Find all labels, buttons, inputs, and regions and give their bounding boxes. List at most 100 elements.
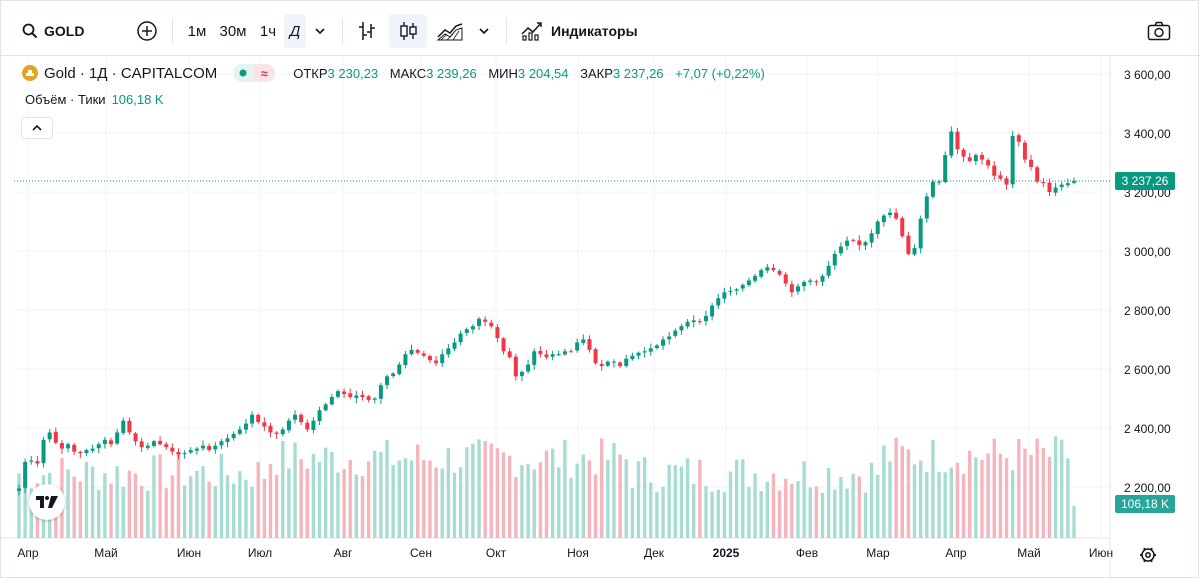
candle-body — [900, 218, 905, 237]
volume-bar — [796, 481, 800, 538]
candle-body — [354, 395, 359, 398]
volume-bar — [323, 447, 328, 538]
candle-body — [771, 267, 776, 271]
volume-bar — [1004, 458, 1009, 538]
volume-bar — [998, 453, 1003, 538]
top-toolbar: GOLD 1м 30м 1ч Д Индикаторы — [0, 0, 1200, 56]
chevron-down-icon — [479, 28, 489, 35]
candle-body — [501, 338, 506, 352]
candle-body — [78, 451, 83, 454]
volume-bar — [876, 474, 880, 538]
candle-body — [581, 339, 586, 343]
volume-bar — [90, 466, 95, 538]
candle-body — [526, 364, 531, 372]
candle-body — [23, 461, 28, 488]
volume-bar — [759, 490, 763, 538]
chevron-down-icon — [315, 28, 325, 35]
candle-body — [35, 461, 40, 464]
interval-dropdown-button[interactable] — [308, 14, 332, 48]
volume-bar — [532, 469, 536, 538]
volume-bar — [569, 477, 573, 538]
volume-bar — [575, 463, 579, 538]
tradingview-logo[interactable] — [29, 484, 65, 520]
volume-bar — [667, 464, 671, 538]
volume-bar — [642, 457, 647, 538]
volume-value-label: 106,18 K — [1121, 497, 1169, 511]
search-icon — [22, 23, 38, 39]
volume-bar — [784, 478, 788, 538]
interval-1m-button[interactable]: 1м — [182, 14, 212, 48]
volume-bar — [526, 463, 530, 538]
candle-body — [863, 242, 868, 246]
collapse-legend-button[interactable] — [21, 117, 53, 139]
candle-style-button[interactable] — [389, 14, 427, 48]
candle-body — [458, 333, 463, 343]
volume-bar — [1010, 470, 1015, 538]
candle-body — [470, 326, 475, 330]
candle-body — [366, 396, 371, 400]
candle-body — [918, 218, 923, 249]
compare-symbol-button[interactable] — [133, 14, 161, 48]
chart-style-dropdown-button[interactable] — [472, 14, 496, 48]
volume-bar — [820, 492, 825, 538]
volume-bar — [630, 487, 635, 538]
volume-bar — [704, 486, 708, 538]
gear-icon[interactable] — [1140, 547, 1156, 563]
candle-body — [716, 298, 721, 306]
candle-body — [1022, 142, 1027, 160]
candle-body — [599, 363, 604, 367]
gold-symbol-icon — [22, 65, 38, 81]
volume-bar — [943, 472, 947, 538]
interval-label: 30м — [219, 22, 247, 40]
bar-style-button[interactable] — [352, 14, 382, 48]
volume-bar — [894, 437, 898, 538]
volume-bar — [446, 448, 451, 538]
candle-body — [151, 441, 156, 446]
volume-bar — [409, 460, 414, 538]
volume-bar — [434, 467, 438, 538]
candle-body — [930, 181, 935, 197]
interval-30m-button[interactable]: 30м — [214, 14, 252, 48]
candle-body — [1029, 159, 1034, 167]
candle-body — [1035, 167, 1040, 182]
candle-body — [667, 336, 672, 340]
symbol-search-button[interactable]: GOLD — [22, 14, 102, 48]
volume-bar — [403, 458, 408, 538]
indicators-button[interactable]: Индикаторы — [516, 14, 646, 48]
volume-bar — [109, 483, 113, 538]
candle-body — [115, 432, 120, 444]
interval-1h-button[interactable]: 1ч — [254, 14, 282, 48]
volume-bar — [281, 440, 285, 538]
volume-bar — [23, 470, 27, 538]
candle-body — [1004, 178, 1009, 185]
candle-body — [894, 212, 899, 219]
candle-body — [385, 376, 390, 386]
volume-bar — [1017, 439, 1021, 538]
volume-bar — [428, 460, 432, 538]
candle-body — [1065, 183, 1070, 186]
volume-bar — [888, 461, 892, 538]
toolbar-divider — [342, 18, 343, 44]
candle-body — [519, 371, 524, 376]
market-status-pill[interactable]: ≈ — [233, 64, 276, 82]
volume-bar — [330, 451, 334, 538]
candle-body — [1010, 135, 1015, 185]
volume-bar — [78, 481, 83, 538]
y-tick-label: 2 400,00 — [1124, 422, 1171, 436]
candle-body — [360, 394, 365, 398]
area-style-button[interactable] — [432, 14, 468, 48]
volume-bar — [974, 457, 978, 538]
candle-body — [661, 339, 666, 346]
candle-body — [47, 432, 52, 440]
high-label: МАКС — [389, 65, 427, 81]
candle-body — [262, 422, 267, 427]
interval-day-button[interactable]: Д — [284, 14, 306, 48]
candle-body — [182, 453, 187, 455]
candle-body — [256, 414, 261, 423]
volume-bar — [29, 488, 33, 538]
screenshot-button[interactable] — [1143, 14, 1175, 48]
volume-bar — [354, 474, 359, 538]
volume-bar — [207, 481, 211, 538]
candle-body — [102, 439, 107, 445]
